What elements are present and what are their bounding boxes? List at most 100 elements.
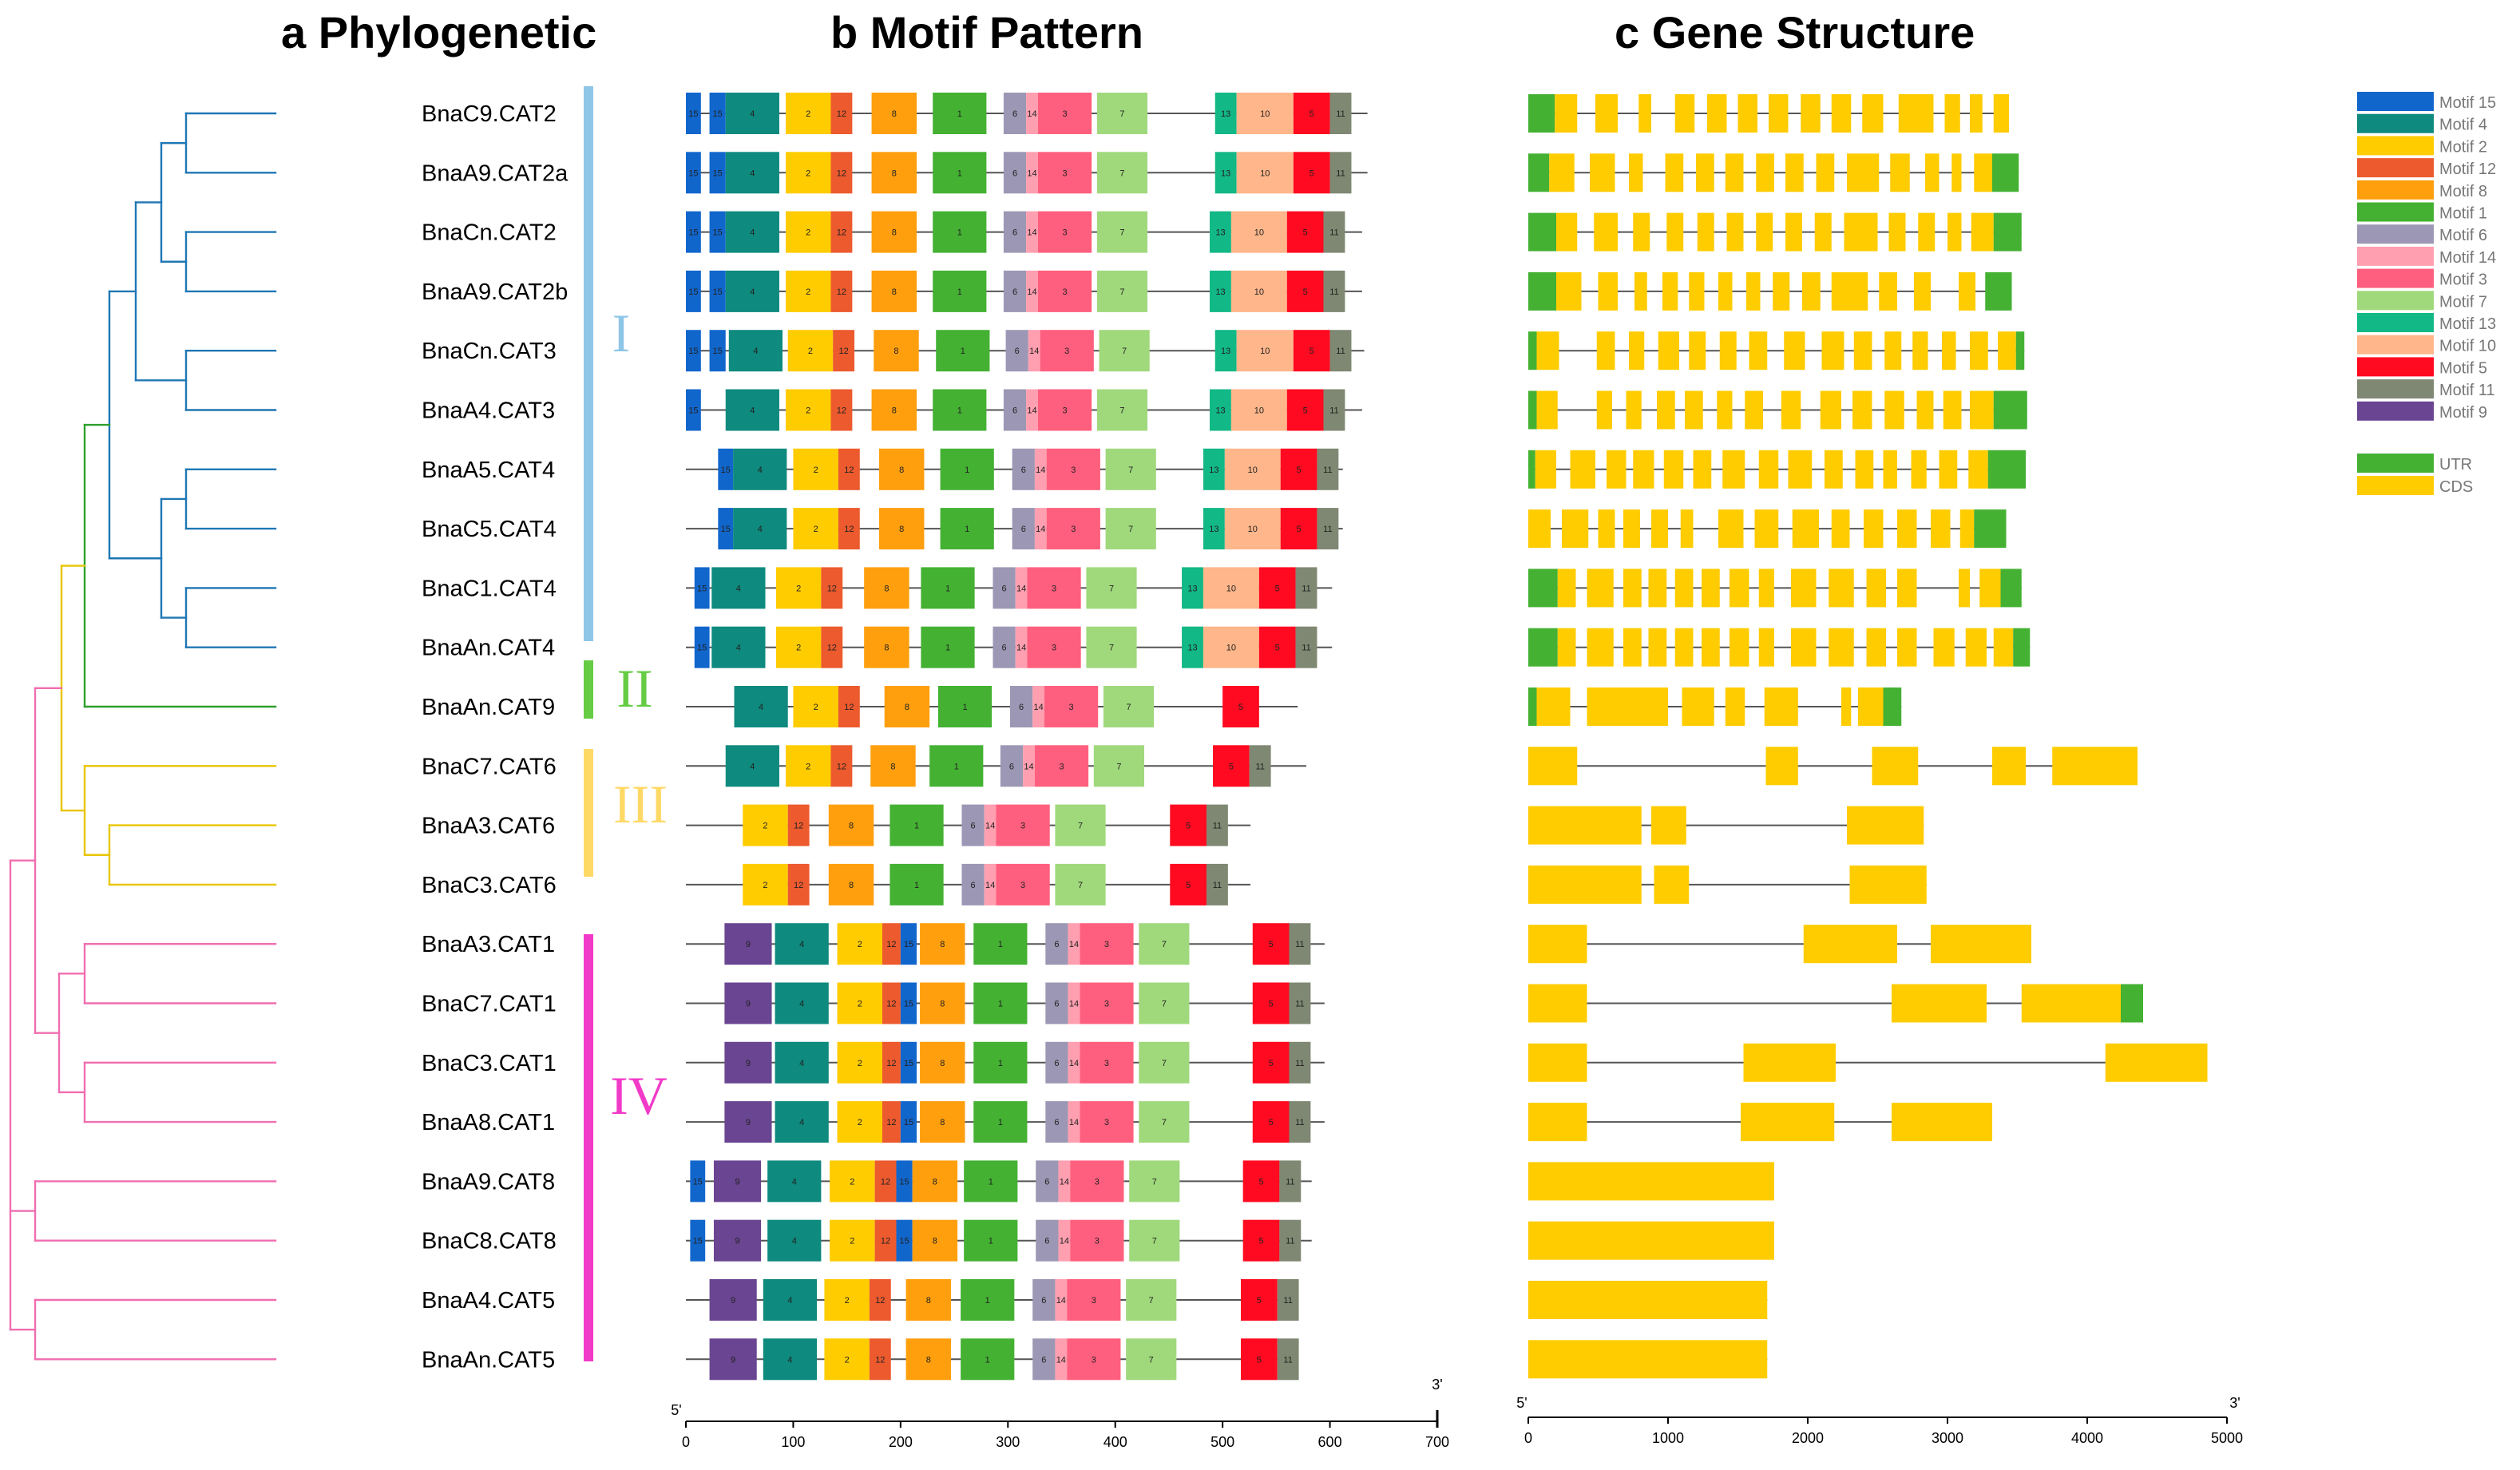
motif-3-number: 3: [1071, 466, 1076, 475]
cds-block: [1666, 212, 1684, 252]
motif-15-block: [896, 1219, 913, 1262]
motif-5-block: [1280, 508, 1317, 550]
motif-9-number: 9: [731, 1355, 735, 1365]
structure-row-bnaan-cat5: [1528, 1340, 1768, 1379]
motif-11-block: [1289, 923, 1311, 965]
motif-row-bnac3-cat1: 9 4 2 12 15 8 1 6 14 3 7 5 11: [686, 1041, 1325, 1084]
motif-row-bnaan-cat4: 15 4 2 12 8 1 6 14 3 7 13 10 5 11: [686, 626, 1333, 668]
panel-title-a-text: Phylogenetic: [318, 7, 597, 57]
motif-12-number: 12: [886, 1118, 896, 1127]
motif-row-bnac5-cat4: 15 4 2 12 8 1 6 14 3 7 13 10 5 11: [686, 508, 1343, 550]
utr-block: [1987, 450, 2026, 489]
motif-14-block: [1026, 270, 1038, 312]
motif-12-block: [882, 1101, 901, 1143]
motif-12-block: [821, 626, 843, 668]
motif-11-block: [1329, 152, 1352, 194]
panel-letter-c: c: [1615, 7, 1640, 57]
motif-2-number: 2: [808, 347, 813, 356]
motif-15-block: [896, 1160, 913, 1203]
motif-5-block: [1240, 1338, 1278, 1381]
motif-12-block: [830, 152, 853, 194]
motif-2-block: [786, 745, 831, 787]
motif-7-number: 7: [1162, 940, 1167, 949]
cds-block: [1897, 628, 1917, 667]
structure-row-bnac1-cat4: [1528, 569, 2022, 608]
motif-11-block: [1329, 93, 1352, 134]
cds-block: [1879, 271, 1897, 311]
cds-block: [1626, 390, 1642, 430]
motif-12-number: 12: [844, 703, 854, 712]
motif-3-number: 3: [1092, 1355, 1096, 1365]
motif-6-number: 6: [1009, 762, 1014, 771]
gene-label-bnaa4-cat5: BnaA4.CAT5: [422, 1288, 555, 1313]
legend-swatch-motif-4: [2357, 113, 2434, 133]
motif-5-number: 5: [1269, 1118, 1274, 1127]
cds-block: [1528, 1281, 1768, 1319]
motif-5-number: 5: [1269, 1059, 1274, 1068]
cds-block: [1756, 153, 1774, 192]
motif-axis-tick-label: 700: [1425, 1434, 1449, 1450]
motif-3-block: [1067, 1338, 1121, 1381]
motif-14-number: 14: [1016, 644, 1026, 653]
structure-axis-tick-label: 3000: [1932, 1430, 1963, 1446]
motif-15-number: 15: [721, 466, 731, 475]
motif-12-block: [869, 1279, 891, 1321]
motif-4-number: 4: [799, 1059, 804, 1068]
cds-block: [1633, 450, 1654, 489]
panel-title-c: c Gene Structure: [1615, 6, 1975, 58]
motif-14-block: [1034, 508, 1047, 550]
motif-13-block: [1203, 508, 1225, 550]
gene-label-bnaa3-cat6: BnaA3.CAT6: [422, 814, 555, 839]
motif-5-block: [1252, 1041, 1290, 1084]
motif-1-number: 1: [965, 466, 969, 475]
motif-4-number: 4: [736, 584, 741, 593]
cds-block: [1528, 747, 1578, 786]
panel-title-c-text: Gene Structure: [1651, 7, 1975, 57]
motif-15-number: 15: [713, 228, 723, 238]
cds-block: [1707, 94, 1727, 133]
motif-6-block: [1003, 152, 1027, 194]
motif-9-block: [713, 1160, 762, 1203]
legend-label-motif-6: Motif 6: [2439, 227, 2487, 244]
structure-row-bnac7-cat6: [1528, 747, 2138, 786]
motif-10-number: 10: [1260, 109, 1270, 119]
cds-block: [1535, 450, 1556, 489]
motif-3-number: 3: [1062, 287, 1067, 297]
motif-5-block: [1222, 686, 1259, 727]
motif-5-number: 5: [1310, 168, 1314, 178]
motif-3-number: 3: [1062, 109, 1067, 119]
motif-3-block: [1037, 389, 1092, 431]
motif-11-number: 11: [1286, 1177, 1294, 1187]
motif-12-number: 12: [827, 584, 837, 593]
structure-axis-tick-label: 1000: [1652, 1430, 1684, 1446]
motif-11-block: [1206, 863, 1228, 905]
motif-6-block: [1012, 448, 1035, 490]
motif-11-number: 11: [1302, 584, 1310, 593]
cds-block: [1587, 628, 1614, 667]
motif-15-block: [900, 982, 917, 1024]
motif-4-number: 4: [750, 287, 755, 297]
motif-7-number: 7: [1126, 703, 1131, 712]
motif-7-number: 7: [1162, 1059, 1167, 1068]
motif-14-number: 14: [1029, 347, 1039, 356]
motif-15-block: [709, 93, 726, 134]
cds-block: [1596, 390, 1612, 430]
gene-label-bnaa9-cat8: BnaA9.CAT8: [422, 1169, 555, 1195]
cds-block: [1557, 569, 1576, 608]
motif-1-block: [890, 804, 944, 846]
motif-5-number: 5: [1275, 584, 1280, 593]
motif-12-block: [830, 211, 853, 253]
motif-5-number: 5: [1258, 1177, 1263, 1187]
motif-14-number: 14: [985, 881, 995, 890]
motif-row-bnac3-cat6: 2 12 8 1 6 14 3 7 5 11: [686, 863, 1251, 905]
gene-label-bnaa9-cat2b: BnaA9.CAT2b: [422, 279, 568, 305]
motif-2-block: [775, 567, 822, 609]
structure-row-bnac3-cat6: [1528, 865, 1927, 904]
motif-4-number: 4: [758, 466, 763, 475]
cds-block: [1947, 212, 1962, 252]
gene-label-bnac7-cat6: BnaC7.CAT6: [422, 754, 557, 779]
cds-block: [1858, 687, 1884, 726]
motif-12-number: 12: [844, 466, 854, 475]
motif-7-block: [1126, 1279, 1177, 1321]
motif-7-block: [1139, 923, 1190, 965]
